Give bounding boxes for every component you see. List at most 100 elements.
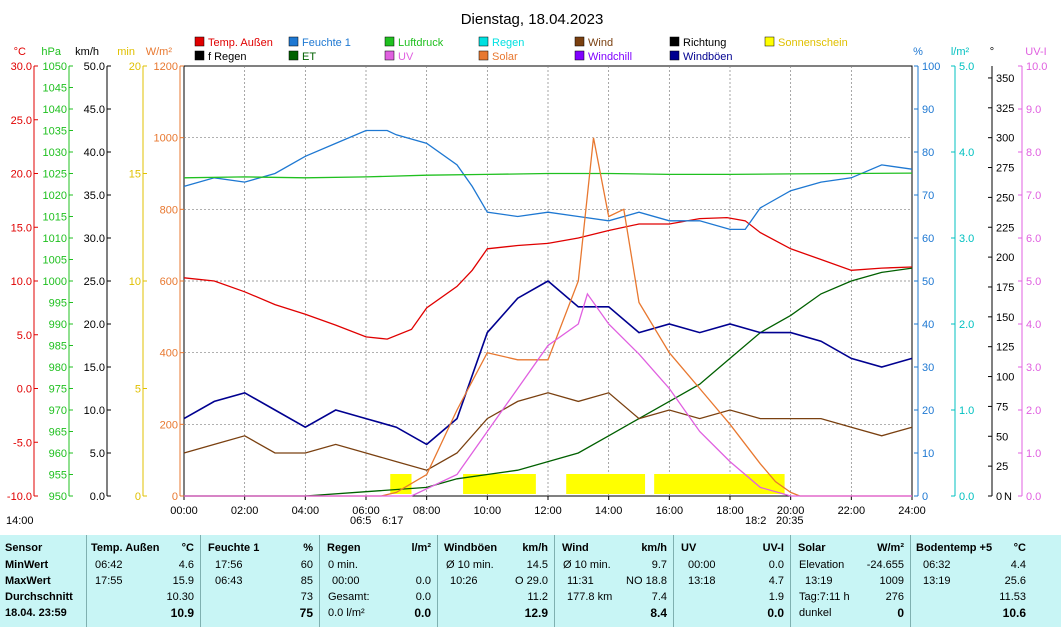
right-axis-tick-label: 175 [996,282,1014,294]
left-axis-tick-label: 1040 [43,104,67,116]
right-axis-tick-label: 275 [996,163,1014,175]
right-axis-tick-label: 100 [996,372,1014,384]
legend-label: ET [302,51,316,63]
right-axis-tick-label: 0.0 [1026,491,1041,503]
legend-swatch [764,36,775,47]
x-tick-label: 08:00 [413,505,441,517]
sunrise-label: 06:5 [350,515,371,527]
series-et [184,267,913,497]
left-axis-tick-label: 30.0 [11,61,32,73]
table-col-temp: Temp. Außen °C 06:42 4.6 17:55 15.9 10.3… [91,542,194,620]
right-axis-zero-label: N [1004,491,1012,503]
x-tick-label: 10:00 [474,505,502,517]
left-axis-tick-label: 15.0 [11,222,32,234]
left-axis-tick-label: 990 [49,319,67,331]
legend-swatch [478,36,489,47]
legend-label: Feuchte 1 [302,37,351,49]
right-axis-tick-label: 300 [996,133,1014,145]
series-luftdruck [183,172,913,179]
left-axis-tick-label: 600 [160,276,178,288]
left-axis-tick-label: 25.0 [11,115,32,127]
legend-swatch [669,36,680,47]
row-label-avg: Durchschnitt [5,591,73,603]
legend-label: UV [398,51,414,63]
x-tick-label: 16:00 [656,505,684,517]
left-axis-tick-label: 0.0 [90,491,105,503]
right-axis-tick-label: 0.0 [959,491,974,503]
series-windb-en [183,280,913,446]
left-axis-tick-label: 950 [49,491,67,503]
right-axis-tick-label: 2.0 [1026,405,1041,417]
legend-label: Richtung [683,37,726,49]
right-axis-unit: UV-I [1025,46,1046,58]
left-axis-tick-label: 25.0 [84,276,105,288]
corner-time-label: 14:00 [6,515,34,527]
left-axis-tick-label: 800 [160,204,178,216]
right-axis-tick-label: 50 [922,276,934,288]
left-axis-tick-label: 15 [129,169,141,181]
legend-swatch [574,50,585,61]
left-axis-tick-label: 975 [49,384,67,396]
left-axis-tick-label: 200 [160,419,178,431]
right-axis-tick-label: 225 [996,222,1014,234]
left-axis-tick-label: 1010 [43,233,67,245]
left-axis-unit: W/m² [146,46,173,58]
legend-label: Regen [492,37,524,49]
x-tick-label: 18:00 [716,505,744,517]
right-axis-tick-label: 30 [922,362,934,374]
weather-chart: Dienstag, 18.04.2023 Temp. Außen Feuchte 1… [6,11,1047,527]
left-axis-tick-label: 30.0 [84,233,105,245]
left-axis-tick-label: 0 [135,491,141,503]
left-axis-tick-label: 1045 [43,83,67,95]
right-axis-tick-label: 200 [996,252,1014,264]
legend-label: Windchill [588,51,632,63]
legend-label: Wind [588,37,613,49]
table-col-uv: UV UV-I 00:00 0.0 13:18 4.7 1.9 0.0 [681,542,784,620]
right-axis-tick-label: 50 [996,431,1008,443]
x-tick-label: 06:00 [352,505,380,517]
right-axis-tick-label: 80 [922,147,934,159]
left-axis-tick-label: 1020 [43,190,67,202]
series-temp-au-en [183,216,913,340]
x-tick-label: 22:00 [838,505,866,517]
sunrise-label-b: 6:17 [382,515,403,527]
left-axis-tick-label: 995 [49,298,67,310]
x-tick-label: 14:00 [595,505,623,517]
row-label-timestamp: 18.04. 23:59 [5,607,67,619]
table-col-sensor: Sensor MinWert MaxWert Durchschnitt 18.0… [0,535,86,627]
legend-label: Temp. Außen [208,37,273,49]
right-axis-tick-label: 7.0 [1026,190,1041,202]
left-axis-tick-label: 985 [49,341,67,353]
series-wind [183,392,913,471]
right-axis-tick-label: 25 [996,461,1008,473]
right-axis-tick-label: 2.0 [959,319,974,331]
left-axis-tick-label: 20 [129,61,141,73]
legend-label: Solar [492,51,518,63]
legend-swatch [574,36,585,47]
statistics-table: Sensor MinWert MaxWert Durchschnitt 18.0… [0,535,1061,627]
x-tick-label: 04:00 [292,505,320,517]
left-axis-unit: min [117,46,135,58]
legend-label: Luftdruck [398,37,444,49]
left-axis-tick-label: 35.0 [84,190,105,202]
right-axis-tick-label: 250 [996,192,1014,204]
table-col-soil: Bodentemp +5 °C 06:32 4.4 13:19 25.6 11.… [916,542,1026,620]
row-label-max: MaxWert [5,575,51,587]
sunset-label-b: 20:35 [776,515,804,527]
legend-swatch [478,50,489,61]
left-axis-tick-label: 15.0 [84,362,105,374]
left-axis-tick-label: 1000 [154,133,178,145]
sunshine-bar [566,474,646,494]
legend-swatch [384,50,395,61]
right-axis-tick-label: 70 [922,190,934,202]
right-axis-tick-label: 60 [922,233,934,245]
left-axis-tick-label: 1015 [43,212,67,224]
right-axis-tick-label: 40 [922,319,934,331]
sunshine-bar [390,474,412,494]
right-axis-tick-label: 90 [922,104,934,116]
left-axis-tick-label: 0 [172,491,178,503]
left-axis-tick-label: 955 [49,470,67,482]
sunshine-bar [654,474,785,494]
right-axis-tick-label: 150 [996,312,1014,324]
left-axis-tick-label: 10.0 [11,276,32,288]
